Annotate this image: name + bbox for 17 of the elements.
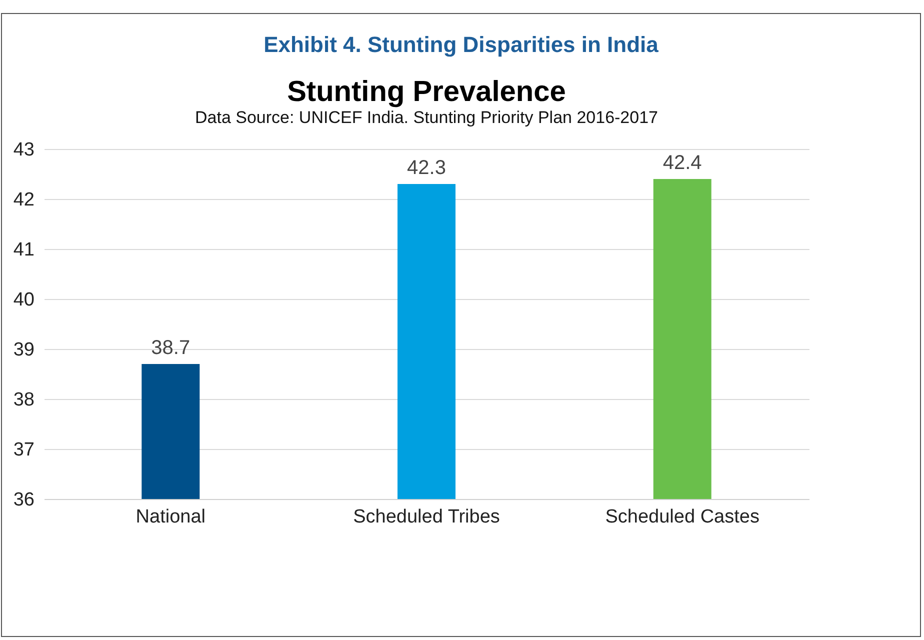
data-label: 42.3 xyxy=(407,157,446,179)
y-tick-label: 39 xyxy=(13,340,34,360)
chart-subtitle: Stunting Prevalence xyxy=(287,76,566,108)
data-label: 42.4 xyxy=(662,152,702,174)
y-tick-label: 36 xyxy=(13,490,34,510)
y-tick-label: 38 xyxy=(13,390,34,410)
y-tick-label: 40 xyxy=(13,290,34,310)
chart-title: Exhibit 4. Stunting Disparities in India xyxy=(262,32,660,58)
source-note: Data Source: UNICEF India. Stunting Priority Plan 2016-2017 xyxy=(194,108,658,127)
y-tick-label: 43 xyxy=(13,140,34,160)
y-tick-label: 42 xyxy=(13,190,34,210)
y-tick-label: 37 xyxy=(13,440,34,460)
y-tick-label: 41 xyxy=(13,240,34,260)
x-tick-label: National xyxy=(136,506,206,528)
x-tick-label: Scheduled Castes xyxy=(605,506,760,528)
data-label: 38.7 xyxy=(151,337,190,359)
x-tick-label: Scheduled Tribes xyxy=(353,506,500,528)
